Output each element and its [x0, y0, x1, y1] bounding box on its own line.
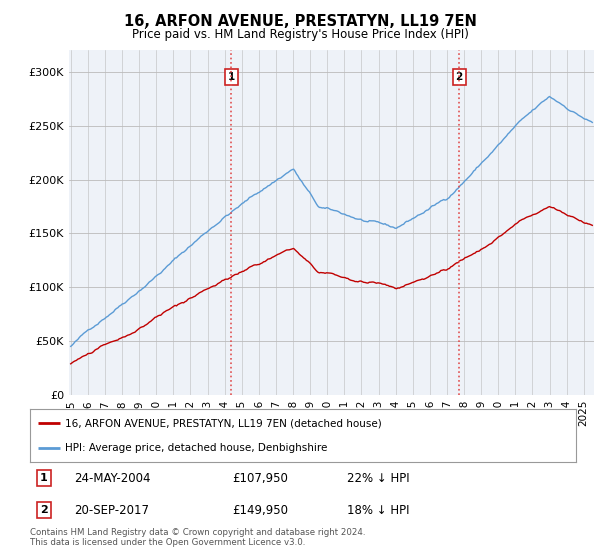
Text: £149,950: £149,950	[232, 503, 288, 516]
Text: 24-MAY-2004: 24-MAY-2004	[74, 472, 150, 485]
Text: HPI: Average price, detached house, Denbighshire: HPI: Average price, detached house, Denb…	[65, 442, 328, 452]
Text: 16, ARFON AVENUE, PRESTATYN, LL19 7EN (detached house): 16, ARFON AVENUE, PRESTATYN, LL19 7EN (d…	[65, 418, 382, 428]
Text: Contains HM Land Registry data © Crown copyright and database right 2024.
This d: Contains HM Land Registry data © Crown c…	[30, 528, 365, 547]
Text: 20-SEP-2017: 20-SEP-2017	[74, 503, 149, 516]
Text: 1: 1	[227, 72, 235, 82]
Text: £107,950: £107,950	[232, 472, 288, 485]
Text: 1: 1	[40, 473, 47, 483]
Text: 18% ↓ HPI: 18% ↓ HPI	[347, 503, 409, 516]
Text: 2: 2	[40, 505, 47, 515]
Text: 2: 2	[455, 72, 463, 82]
Text: Price paid vs. HM Land Registry's House Price Index (HPI): Price paid vs. HM Land Registry's House …	[131, 28, 469, 41]
Text: 16, ARFON AVENUE, PRESTATYN, LL19 7EN: 16, ARFON AVENUE, PRESTATYN, LL19 7EN	[124, 14, 476, 29]
Text: 22% ↓ HPI: 22% ↓ HPI	[347, 472, 409, 485]
